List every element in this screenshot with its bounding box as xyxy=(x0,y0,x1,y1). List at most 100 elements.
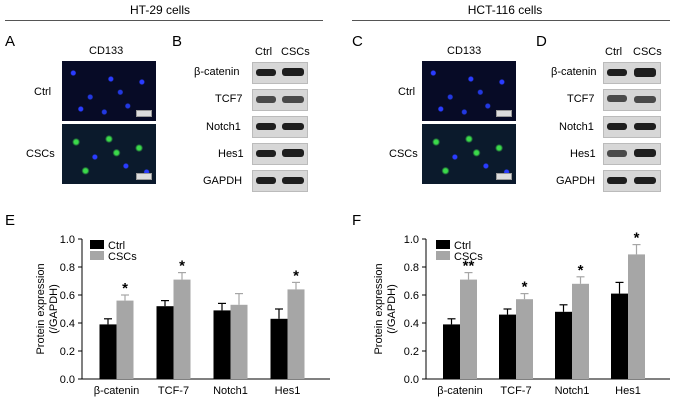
y-tick-label: 0.0 xyxy=(404,374,419,386)
bar-ctrl xyxy=(443,324,460,379)
y-tick-label: 0.8 xyxy=(404,262,419,274)
bar-cscs xyxy=(173,279,191,379)
x-tick-label: Notch1 xyxy=(213,385,248,397)
y-tick-label: 0.8 xyxy=(60,262,75,274)
legend-label: CSCs xyxy=(108,251,137,263)
blot-label-b-2: Notch1 xyxy=(206,121,241,133)
significance-mark: * xyxy=(179,258,185,275)
bar-ctrl xyxy=(555,311,572,379)
lane-header-ctrl-b: Ctrl xyxy=(255,46,273,58)
panel-label-b: B xyxy=(172,33,183,50)
significance-mark: * xyxy=(522,279,528,296)
blot-strip-b-2 xyxy=(252,116,308,138)
bar-cscs xyxy=(287,289,305,379)
lane-header-ctrl-d: Ctrl xyxy=(605,46,623,58)
significance-mark: * xyxy=(293,267,299,284)
bar-cscs xyxy=(460,279,477,379)
y-tick-label: 0.6 xyxy=(404,290,419,302)
y-axis-label: Protein expression(/GAPDH) xyxy=(373,263,398,354)
micrograph-cscs-a xyxy=(62,124,156,184)
blot-strip-b-0 xyxy=(252,62,308,84)
row-label-cscs-c: CSCs xyxy=(389,148,418,160)
bar-cscs xyxy=(116,300,134,379)
legend-swatch xyxy=(90,251,104,260)
legend-label: Ctrl xyxy=(108,240,125,252)
y-tick-label: 0.0 xyxy=(60,374,75,386)
bar-ctrl xyxy=(99,324,117,379)
blot-label-b-1: TCF7 xyxy=(215,93,243,105)
blot-strip-d-1 xyxy=(603,89,661,111)
blot-strip-d-4 xyxy=(603,170,661,192)
significance-mark: * xyxy=(122,280,128,297)
legend-label: CSCs xyxy=(454,251,483,263)
legend-swatch xyxy=(436,240,450,249)
x-tick-label: TCF-7 xyxy=(500,385,531,397)
scale-bar-icon xyxy=(496,173,512,180)
blot-strip-d-0 xyxy=(603,62,661,84)
bar-ctrl xyxy=(611,293,628,379)
group-title-ht29: HT-29 cells xyxy=(129,3,191,17)
bar-cscs xyxy=(628,254,645,379)
group-rule-ht29 xyxy=(5,20,323,21)
blot-strip-b-4 xyxy=(252,170,308,192)
y-tick-label: 1.0 xyxy=(404,234,419,246)
blot-label-d-4: GAPDH xyxy=(556,175,596,187)
bar-cscs xyxy=(230,304,248,379)
y-tick-label: 0.4 xyxy=(60,318,75,330)
blot-strip-d-2 xyxy=(603,116,661,138)
group-title-hct116: HCT-116 cells xyxy=(467,3,543,17)
panel-label-f: F xyxy=(352,212,362,229)
x-tick-label: TCF-7 xyxy=(158,385,189,397)
panel-label-d: D xyxy=(536,33,547,50)
x-tick-label: β-catenin xyxy=(94,385,139,397)
blot-label-d-1: TCF7 xyxy=(567,93,595,105)
y-tick-label: 0.2 xyxy=(404,346,419,358)
bar-cscs xyxy=(572,283,589,379)
panel-label-a: A xyxy=(5,33,16,50)
bar-chart-e: 0.0 0.2 0.4 0.6 0.8 1.0 Protein expression(/GA… xyxy=(35,234,330,397)
y-tick-label: 0.6 xyxy=(60,290,75,302)
row-label-cscs-a: CSCs xyxy=(26,148,55,160)
bar-ctrl xyxy=(499,314,516,379)
blot-strip-d-3 xyxy=(603,143,661,165)
micrograph-cscs-c xyxy=(422,124,516,184)
panel-label-e: E xyxy=(5,212,16,229)
legend-swatch xyxy=(436,251,450,260)
stain-label-c: CD133 xyxy=(447,45,482,57)
blot-label-d-0: β-catenin xyxy=(551,66,597,78)
x-tick-label: Notch1 xyxy=(555,385,590,397)
x-tick-label: Hes1 xyxy=(615,385,641,397)
y-tick-label: 0.2 xyxy=(60,346,75,358)
significance-mark: * xyxy=(578,262,584,279)
scale-bar-icon xyxy=(136,110,152,117)
blot-label-d-2: Notch1 xyxy=(559,121,594,133)
blot-label-b-4: GAPDH xyxy=(203,175,243,187)
x-tick-label: Hes1 xyxy=(275,385,301,397)
bar-ctrl xyxy=(156,306,174,379)
significance-mark: ** xyxy=(463,258,475,275)
stain-label-a: CD133 xyxy=(89,45,124,57)
blot-label-d-3: Hes1 xyxy=(570,148,596,160)
bar-chart-f: 0.0 0.2 0.4 0.6 0.8 1.0 Protein expression(/GA… xyxy=(373,230,670,397)
row-label-ctrl-a: Ctrl xyxy=(34,86,52,98)
bar-ctrl xyxy=(270,318,288,379)
y-axis-label: Protein expression(/GAPDH) xyxy=(35,263,60,354)
significance-mark: * xyxy=(634,230,640,247)
blot-label-b-3: Hes1 xyxy=(218,148,244,160)
blot-strip-b-1 xyxy=(252,89,308,111)
bar-cscs xyxy=(516,299,533,379)
y-tick-label: 1.0 xyxy=(60,234,75,246)
legend-swatch xyxy=(90,240,104,249)
lane-header-cscs-d: CSCs xyxy=(633,46,662,58)
group-rule-hct116 xyxy=(352,20,670,21)
micrograph-ctrl-c xyxy=(422,61,516,121)
y-tick-label: 0.4 xyxy=(404,318,419,330)
micrograph-ctrl-a xyxy=(62,61,156,121)
scale-bar-icon xyxy=(496,110,512,117)
panel-label-c: C xyxy=(352,33,363,50)
scale-bar-icon xyxy=(136,173,152,180)
legend-label: Ctrl xyxy=(454,240,471,252)
x-tick-label: β-catenin xyxy=(437,385,482,397)
blot-strip-b-3 xyxy=(252,143,308,165)
bar-ctrl xyxy=(213,310,231,379)
